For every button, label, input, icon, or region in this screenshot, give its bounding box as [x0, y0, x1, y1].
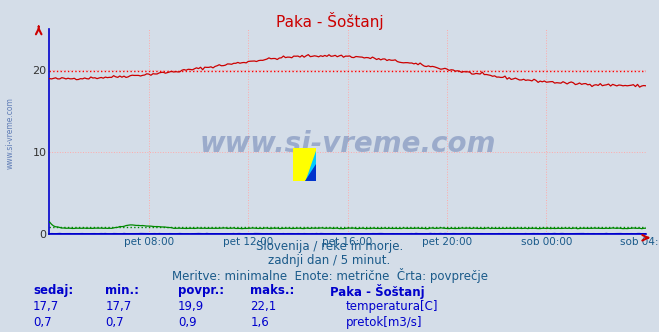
Text: Paka - Šoštanj: Paka - Šoštanj [275, 12, 384, 30]
Polygon shape [293, 148, 316, 181]
Text: 0,7: 0,7 [33, 316, 51, 329]
Text: zadnji dan / 5 minut.: zadnji dan / 5 minut. [268, 254, 391, 267]
Text: maks.:: maks.: [250, 284, 295, 297]
Text: Meritve: minimalne  Enote: metrične  Črta: povprečje: Meritve: minimalne Enote: metrične Črta:… [171, 268, 488, 283]
Text: sedaj:: sedaj: [33, 284, 73, 297]
Text: 17,7: 17,7 [33, 300, 59, 313]
Text: 17,7: 17,7 [105, 300, 132, 313]
Polygon shape [304, 164, 316, 181]
Text: www.si-vreme.com: www.si-vreme.com [200, 130, 496, 158]
Text: pretok[m3/s]: pretok[m3/s] [346, 316, 422, 329]
Text: povpr.:: povpr.: [178, 284, 224, 297]
Text: 1,6: 1,6 [250, 316, 269, 329]
Polygon shape [304, 148, 316, 181]
Text: 0,7: 0,7 [105, 316, 124, 329]
Text: www.si-vreme.com: www.si-vreme.com [5, 97, 14, 169]
Text: min.:: min.: [105, 284, 140, 297]
Text: 19,9: 19,9 [178, 300, 204, 313]
Text: 0,9: 0,9 [178, 316, 196, 329]
Text: Slovenija / reke in morje.: Slovenija / reke in morje. [256, 240, 403, 253]
Text: temperatura[C]: temperatura[C] [346, 300, 438, 313]
Text: 22,1: 22,1 [250, 300, 277, 313]
Text: Paka - Šoštanj: Paka - Šoštanj [330, 284, 424, 299]
Polygon shape [293, 148, 316, 181]
